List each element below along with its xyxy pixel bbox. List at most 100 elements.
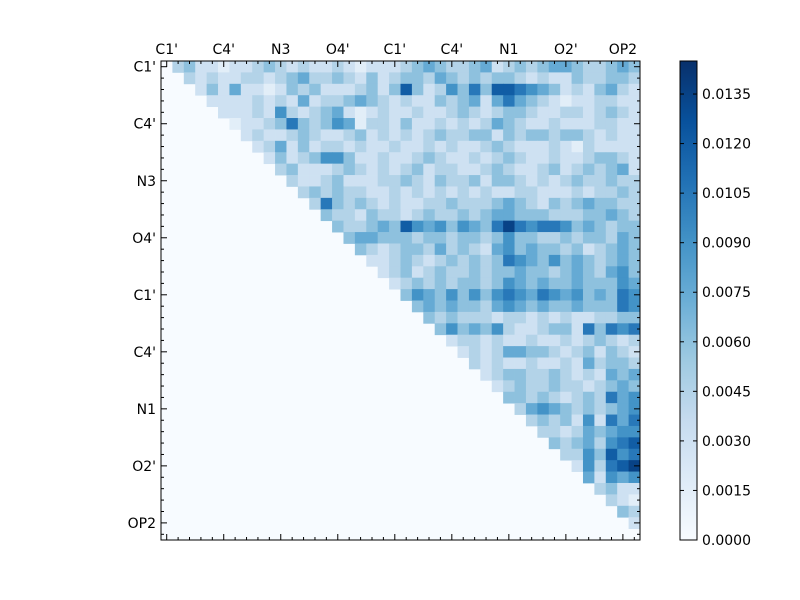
heatmap-cell <box>537 175 550 187</box>
colorbar-tick-label: 0.0135 <box>702 87 751 103</box>
heatmap-cell <box>548 266 561 279</box>
heatmap-cell <box>537 266 550 279</box>
heatmap-cell <box>457 220 470 233</box>
heatmap-cell <box>503 243 515 256</box>
heatmap-cell <box>537 106 550 119</box>
heatmap-cell <box>537 140 550 153</box>
heatmap-cell <box>434 72 447 85</box>
heatmap-cell <box>537 391 550 404</box>
heatmap-cell <box>263 61 276 73</box>
heatmap-cell <box>571 83 584 96</box>
heatmap-cell <box>605 289 618 301</box>
heatmap-cell <box>480 186 493 199</box>
heatmap-cell <box>514 300 527 313</box>
heatmap-cell <box>548 232 561 244</box>
heatmap-cell <box>525 403 538 415</box>
heatmap-cell <box>514 266 527 279</box>
heatmap-cell <box>548 209 561 222</box>
heatmap-cell <box>560 129 572 142</box>
heatmap-cell <box>480 277 493 290</box>
heatmap-cell <box>605 118 618 130</box>
heatmap-cell <box>468 209 481 222</box>
heatmap-cell <box>514 232 527 244</box>
heatmap-cell <box>411 232 424 244</box>
heatmap-cell <box>480 118 493 130</box>
heatmap-cell <box>309 118 322 130</box>
heatmap-cell <box>617 175 629 187</box>
heatmap-cell <box>582 368 595 381</box>
heatmap-cell <box>457 197 470 210</box>
heatmap-cell <box>571 346 584 358</box>
heatmap-cell <box>525 323 538 336</box>
heatmap-cell <box>617 482 629 495</box>
heatmap-cell <box>446 175 458 187</box>
heatmap-cell <box>491 118 504 130</box>
colorbar-tick-label: 0.0060 <box>702 335 751 351</box>
heatmap-cell <box>628 106 641 119</box>
heatmap-cell <box>377 163 390 176</box>
heatmap-cell <box>605 277 618 290</box>
heatmap-cell <box>594 471 607 484</box>
heatmap-cell <box>537 243 550 256</box>
plot-frame <box>160 60 641 541</box>
heatmap-cell <box>411 129 424 142</box>
heatmap-cell <box>503 95 515 108</box>
heatmap-cell <box>309 129 322 142</box>
heatmap-cell <box>594 482 607 495</box>
heatmap-cell <box>343 163 356 176</box>
heatmap-cell <box>548 186 561 199</box>
heatmap-cell <box>480 220 493 233</box>
x-tick-label: C1' <box>384 42 407 58</box>
heatmap-cell <box>503 209 515 222</box>
heatmap-cell <box>480 243 493 256</box>
heatmap-cell <box>491 380 504 393</box>
heatmap-cell <box>411 243 424 256</box>
heatmap-cell <box>332 95 344 108</box>
heatmap-cell <box>457 186 470 199</box>
heatmap-cell <box>628 186 641 199</box>
heatmap-cell <box>617 311 629 324</box>
heatmap-cell <box>411 175 424 187</box>
heatmap-cell <box>594 277 607 290</box>
heatmap-cell <box>377 175 390 187</box>
heatmap-cell <box>491 106 504 119</box>
heatmap-cell <box>389 232 401 244</box>
heatmap-cell <box>240 106 253 119</box>
colorbar: 0.0000 0.0015 0.0030 0.0045 0.0060 0.0075 0.00… <box>679 60 751 549</box>
heatmap-cell <box>514 334 527 347</box>
heatmap-cell <box>354 163 367 176</box>
heatmap-cell <box>594 414 607 427</box>
heatmap-cell <box>571 197 584 210</box>
heatmap-cell <box>468 300 481 313</box>
heatmap-cell <box>411 140 424 153</box>
heatmap-cell <box>480 95 493 108</box>
heatmap-cell <box>628 482 641 495</box>
heatmap-cell <box>411 266 424 279</box>
heatmap-cell <box>411 209 424 222</box>
heatmap-cell <box>628 437 641 450</box>
heatmap-cell <box>594 311 607 324</box>
heatmap-cell <box>423 220 436 233</box>
heatmap-cell <box>503 300 515 313</box>
heatmap-cell <box>560 163 572 176</box>
heatmap-cell <box>343 95 356 108</box>
heatmap-cell <box>628 129 641 142</box>
heatmap-cell <box>354 61 367 73</box>
heatmap-cell <box>605 266 618 279</box>
heatmap-cell <box>354 209 367 222</box>
heatmap-cell <box>560 380 572 393</box>
heatmap-cell <box>571 209 584 222</box>
heatmap-cell <box>366 129 379 142</box>
heatmap-cell <box>446 95 458 108</box>
heatmap-cell <box>594 197 607 210</box>
heatmap-cell <box>411 197 424 210</box>
heatmap-cell <box>468 106 481 119</box>
heatmap-cell <box>582 323 595 336</box>
heatmap-cell <box>605 232 618 244</box>
heatmap-cell <box>446 163 458 176</box>
heatmap-cell <box>617 505 629 518</box>
heatmap-cell <box>400 186 413 199</box>
heatmap-cell <box>320 95 333 108</box>
heatmap-cell <box>514 380 527 393</box>
heatmap-cell <box>377 197 390 210</box>
